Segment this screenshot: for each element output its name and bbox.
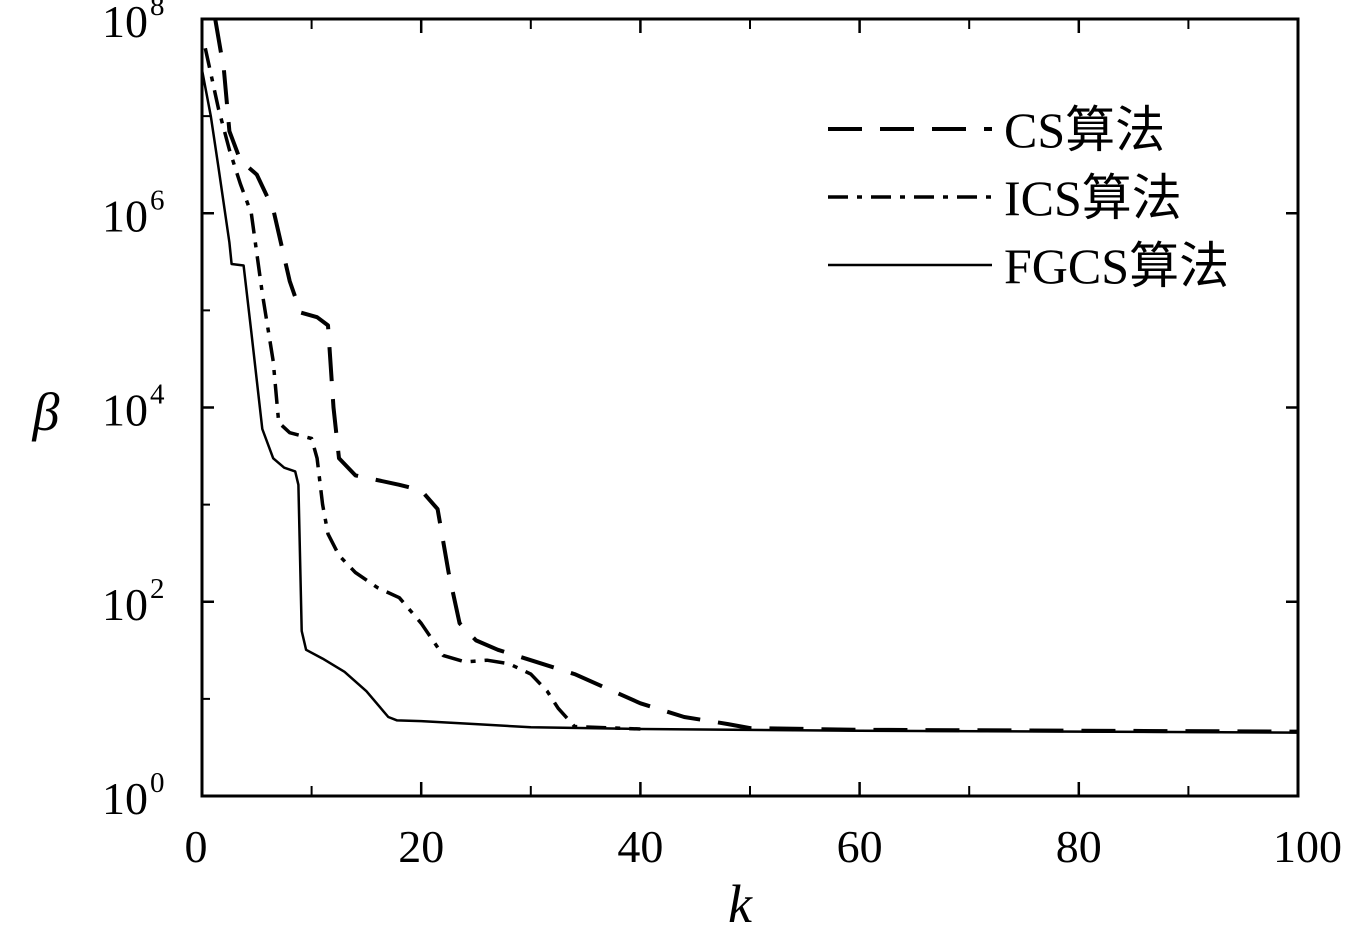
x-tick-label: 0 <box>185 821 208 872</box>
x-tick-label: 60 <box>837 821 883 872</box>
x-tick-label: 100 <box>1273 821 1342 872</box>
y-tick-exponent: 4 <box>150 379 165 411</box>
x-tick-label: 20 <box>398 821 444 872</box>
y-tick-label: 10 <box>102 0 148 47</box>
legend-label-1: CS算法 <box>1004 102 1165 158</box>
y-tick-exponent: 2 <box>150 573 165 605</box>
y-tick-label: 10 <box>102 385 148 436</box>
y-tick-exponent: 6 <box>150 184 165 216</box>
series-lines <box>200 18 1299 734</box>
x-axis-label: k <box>728 874 753 928</box>
x-axis-ticks: 0 20 40 60 80 100 <box>185 19 1342 872</box>
x-tick-label: 40 <box>617 821 663 872</box>
series-line-3 <box>200 69 1299 734</box>
y-tick-label: 10 <box>102 773 148 824</box>
series-line-1 <box>213 18 1299 734</box>
x-tick-label: 80 <box>1056 821 1102 872</box>
y-tick-label: 10 <box>102 579 148 630</box>
legend-label-3: FGCS算法 <box>1004 238 1229 294</box>
y-tick-exponent: 8 <box>150 0 165 22</box>
legend-label-2: ICS算法 <box>1004 170 1182 226</box>
y-tick-label: 10 <box>102 190 148 241</box>
legend: CS算法 ICS算法 FGCS算法 <box>828 102 1229 294</box>
series-line-2 <box>203 47 641 731</box>
y-axis-label: β <box>32 382 60 442</box>
y-tick-exponent: 0 <box>150 767 165 799</box>
